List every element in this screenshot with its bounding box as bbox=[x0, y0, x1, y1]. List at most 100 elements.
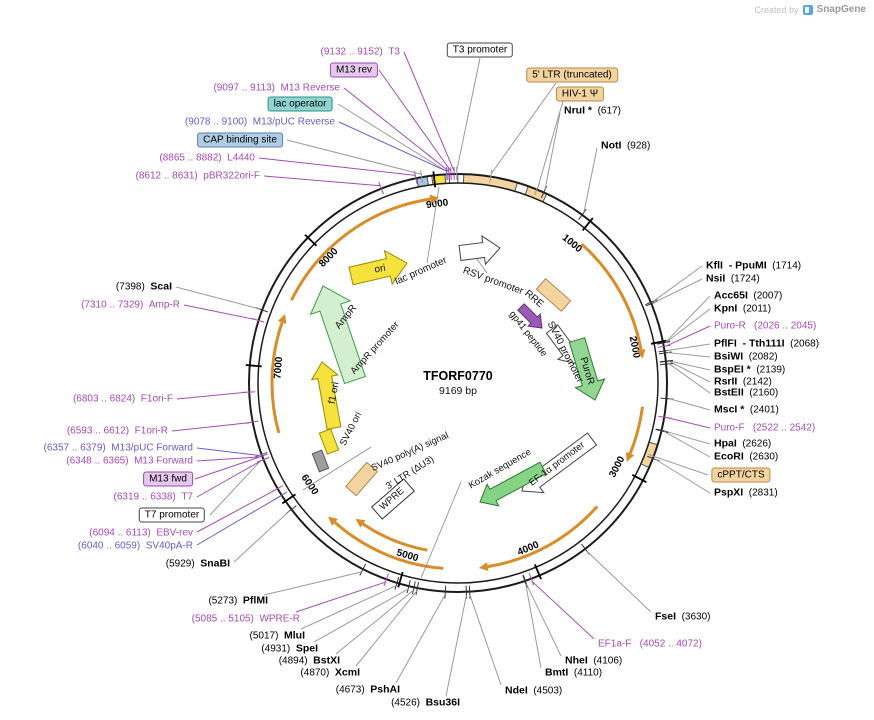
hiv-1-psi-label[interactable]: HIV-1 Ψ bbox=[555, 86, 605, 102]
direction-arrowhead-3 bbox=[478, 562, 489, 572]
pflfi-tth111i-label[interactable]: PflFI - Tth111I (2068) bbox=[714, 337, 820, 350]
t3-promoter-label[interactable]: T3 promoter bbox=[446, 42, 514, 58]
l4440-label[interactable]: (8865 .. 8882) L4440 bbox=[159, 153, 255, 164]
kpni-leader-line bbox=[665, 308, 711, 343]
feature-label-f1-ori[interactable]: f1 ori bbox=[327, 381, 342, 405]
bstxi-label[interactable]: (4894) BstXI bbox=[279, 655, 340, 667]
pshai-label[interactable]: (4673) PshAI bbox=[336, 684, 400, 696]
feature-label-ori[interactable]: ori bbox=[374, 263, 387, 276]
bsteii-label[interactable]: BstEII (2160) bbox=[714, 386, 779, 399]
m13-reverse-label[interactable]: (9097 .. 9113) M13 Reverse bbox=[213, 83, 340, 94]
bsteii-name: BstEII bbox=[714, 386, 744, 399]
cppt-cts-label[interactable]: cPPT/CTS bbox=[711, 467, 771, 483]
m13-puc-reverse-label[interactable]: (9078 .. 9100) M13/pUC Reverse bbox=[185, 117, 335, 128]
puror-arrow[interactable] bbox=[568, 337, 606, 401]
bsu36i-label[interactable]: (4526) Bsu36I bbox=[391, 697, 460, 709]
acc65i-label[interactable]: Acc65I (2007) bbox=[714, 290, 782, 302]
xcmi-label[interactable]: (4870) XcmI bbox=[300, 666, 360, 679]
gp41-arrow[interactable] bbox=[517, 303, 543, 329]
feature-label-ampr-promoter[interactable]: AmpR promoter bbox=[348, 319, 401, 376]
sv40ori-box[interactable] bbox=[318, 428, 340, 455]
pspxi-label[interactable]: PspXI (2831) bbox=[714, 487, 778, 499]
ampr-arrow[interactable] bbox=[309, 285, 367, 385]
hiv1-psi-edge bbox=[524, 185, 529, 195]
snabi-label[interactable]: (5929) SnaBI bbox=[165, 558, 230, 570]
5-ltr-truncated-label[interactable]: 5' LTR (truncated) bbox=[526, 67, 618, 83]
ndei-label[interactable]: NdeI (4503) bbox=[505, 685, 563, 697]
noti-label[interactable]: NotI (928) bbox=[601, 140, 650, 152]
m13-rev-label[interactable]: M13 rev bbox=[329, 62, 379, 78]
bsteii-leader-line bbox=[668, 363, 711, 394]
plasmid-size: 9169 bp bbox=[439, 385, 477, 397]
m13-puc-forward-detail: (6357 .. 6379) M13/pUC Forward bbox=[43, 442, 193, 454]
snapgene-brand-text: SnapGene bbox=[816, 4, 866, 15]
mlui-label[interactable]: (5017) MluI bbox=[250, 630, 305, 642]
feature-label-sv40-ori[interactable]: SV40 ori bbox=[338, 410, 364, 447]
pflmi-label[interactable]: (5273) PflMI bbox=[208, 595, 268, 607]
direction-arrowhead-2 bbox=[625, 451, 635, 462]
bp-tick-7000 bbox=[245, 364, 262, 368]
hiv-1-psi-leader-line bbox=[537, 100, 564, 187]
spacer-box[interactable] bbox=[311, 449, 330, 473]
feature-label-rsv-promoter[interactable]: RSV promoter bbox=[461, 265, 525, 297]
t7-promoter-leader-line bbox=[209, 460, 262, 516]
ndei-detail: (4503) bbox=[527, 685, 563, 697]
m13-rev-leader-line bbox=[378, 69, 452, 172]
sv40pa-r-label[interactable]: (6040 .. 6059) SV40pA-R bbox=[78, 541, 193, 552]
rsrii-detail: (2142) bbox=[737, 376, 772, 388]
kpni-label[interactable]: KpnI (2011) bbox=[714, 303, 771, 315]
puro-r-detail: Puro-R (2026 .. 2045) bbox=[714, 320, 817, 332]
kfli-ppumi-label[interactable]: KflI - PpuMI (1714) bbox=[706, 260, 801, 272]
hpai-label[interactable]: HpaI (2626) bbox=[714, 438, 771, 450]
msci-label[interactable]: MscI * (2401) bbox=[714, 404, 779, 416]
f1ori-arrow[interactable] bbox=[310, 361, 342, 430]
puro-f-detail: Puro-F (2522 .. 2542) bbox=[714, 422, 816, 434]
snabi-detail: (5929) bbox=[165, 558, 201, 570]
ebv-rev-label[interactable]: (6094 .. 6113) EBV-rev bbox=[89, 528, 193, 539]
bmti-label[interactable]: BmtI (4110) bbox=[545, 667, 602, 679]
rre-box[interactable] bbox=[535, 278, 572, 312]
rsrii-label[interactable]: RsrII (2142) bbox=[714, 376, 772, 388]
msci-detail: (2401) bbox=[744, 404, 779, 416]
sv40pa-r-detail: (6040 .. 6059) SV40pA-R bbox=[77, 540, 193, 552]
t7-primer-label[interactable]: (6319 .. 6338) T7 bbox=[114, 492, 194, 503]
spei-label[interactable]: (4931) SpeI bbox=[261, 643, 318, 655]
t7-promoter-label[interactable]: T7 promoter bbox=[138, 507, 206, 523]
puro-f-label[interactable]: Puro-F (2522 .. 2542) bbox=[714, 423, 815, 434]
nrui-label[interactable]: NruI * (617) bbox=[564, 105, 621, 117]
amp-r-label[interactable]: (7310 .. 7329) Amp-R bbox=[81, 300, 180, 311]
puro-r-label[interactable]: Puro-R (2026 .. 2045) bbox=[714, 321, 816, 332]
wpre-r-label[interactable]: (5085 .. 5105) WPRE-R bbox=[192, 614, 300, 625]
fsei-detail: (3630) bbox=[676, 611, 711, 623]
nhei-label[interactable]: NheI (4106) bbox=[565, 655, 622, 667]
rsv-promoter-arrow[interactable] bbox=[458, 234, 501, 266]
wpre-box[interactable] bbox=[371, 478, 415, 520]
pflfi-tth111i-detail: (2068) bbox=[784, 338, 820, 350]
ef1a-f-label[interactable]: EF1a-F (4052 .. 4072) bbox=[598, 639, 702, 650]
lac-operator-label[interactable]: lac operator bbox=[267, 96, 333, 112]
xcmi-name: XcmI bbox=[334, 666, 360, 679]
f1ori-r-label[interactable]: (6593 .. 6612) F1ori-R bbox=[67, 426, 168, 437]
ltr3-box[interactable] bbox=[345, 461, 378, 497]
ebv-rev-detail: (6094 .. 6113) EBV-rev bbox=[89, 527, 193, 539]
pspxi-detail: (2831) bbox=[743, 487, 778, 499]
orf-arrow[interactable] bbox=[479, 461, 547, 507]
bsteii-detail: (2160) bbox=[743, 387, 779, 399]
bspei-label[interactable]: BspEI * (2139) bbox=[714, 364, 785, 376]
nsii-label[interactable]: NsiI (1724) bbox=[706, 273, 760, 285]
m13-puc-forward-label[interactable]: (6357 .. 6379) M13/pUC Forward bbox=[43, 443, 193, 454]
cap-binding-site-label[interactable]: CAP binding site bbox=[197, 132, 283, 148]
ecori-label[interactable]: EcoRI (2630) bbox=[714, 451, 778, 463]
pflfi-tth111i-name: PflFI - Tth111I bbox=[714, 337, 785, 350]
direction-arrowhead-1 bbox=[636, 348, 646, 359]
scai-label[interactable]: (7398) ScaI bbox=[116, 281, 172, 293]
t3-primer-label[interactable]: (9132 .. 9152) T3 bbox=[321, 47, 401, 58]
bsiwi-label[interactable]: BsiWI (2082) bbox=[714, 351, 778, 363]
f1ori-f-label[interactable]: (6803 .. 6824) F1ori-F bbox=[73, 394, 173, 405]
pbr322ori-f-label[interactable]: (8612 .. 8631) pBR322ori-F bbox=[135, 171, 260, 182]
ori-arrow[interactable] bbox=[348, 249, 408, 286]
fsei-label[interactable]: FseI (3630) bbox=[655, 611, 711, 623]
m13-forward-label[interactable]: (6348 .. 6365) M13 Forward bbox=[66, 456, 193, 467]
lac-promoter-edge bbox=[444, 174, 447, 184]
m13-fwd-label[interactable]: M13 fwd bbox=[143, 471, 193, 487]
